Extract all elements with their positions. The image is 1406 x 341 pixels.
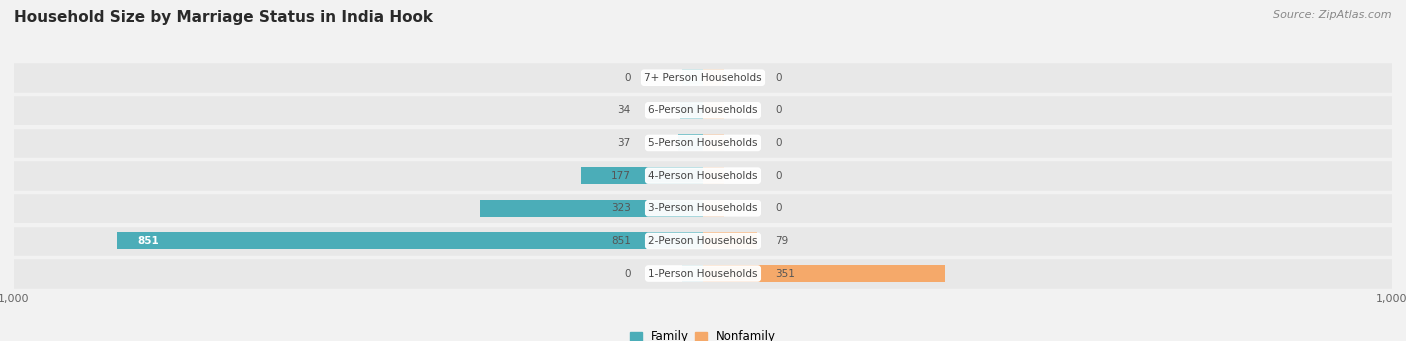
Text: 5-Person Households: 5-Person Households — [648, 138, 758, 148]
Bar — [703, 200, 724, 217]
Text: 323: 323 — [610, 203, 631, 213]
Legend: Family, Nonfamily: Family, Nonfamily — [626, 325, 780, 341]
Bar — [703, 265, 945, 282]
Text: 0: 0 — [775, 73, 782, 83]
Text: 351: 351 — [775, 268, 796, 279]
Bar — [682, 69, 703, 86]
Bar — [703, 233, 758, 249]
Text: 4-Person Households: 4-Person Households — [648, 170, 758, 181]
Text: 0: 0 — [775, 203, 782, 213]
Text: 37: 37 — [617, 138, 631, 148]
Bar — [117, 233, 703, 249]
Bar — [14, 128, 1392, 158]
Text: 79: 79 — [775, 236, 789, 246]
Text: 2-Person Households: 2-Person Households — [648, 236, 758, 246]
Bar — [682, 265, 703, 282]
Text: 7+ Person Households: 7+ Person Households — [644, 73, 762, 83]
Bar — [14, 95, 1392, 125]
Bar — [703, 102, 724, 119]
Text: 177: 177 — [610, 170, 631, 181]
Bar — [703, 167, 724, 184]
Bar — [703, 134, 724, 151]
Bar — [679, 102, 703, 119]
Bar — [14, 258, 1392, 288]
Bar — [678, 134, 703, 151]
Text: 0: 0 — [775, 138, 782, 148]
Text: 0: 0 — [624, 268, 631, 279]
Text: Household Size by Marriage Status in India Hook: Household Size by Marriage Status in Ind… — [14, 10, 433, 25]
Text: 3-Person Households: 3-Person Households — [648, 203, 758, 213]
Bar — [14, 193, 1392, 223]
Text: 0: 0 — [775, 105, 782, 115]
Bar — [14, 226, 1392, 256]
Text: 6-Person Households: 6-Person Households — [648, 105, 758, 115]
Text: 851: 851 — [138, 236, 159, 246]
Text: 851: 851 — [610, 236, 631, 246]
Bar — [481, 200, 703, 217]
Bar — [703, 69, 724, 86]
Bar — [14, 63, 1392, 93]
Bar — [581, 167, 703, 184]
Bar — [14, 161, 1392, 191]
Text: 1-Person Households: 1-Person Households — [648, 268, 758, 279]
Text: 0: 0 — [775, 170, 782, 181]
Text: 34: 34 — [617, 105, 631, 115]
Text: Source: ZipAtlas.com: Source: ZipAtlas.com — [1274, 10, 1392, 20]
Text: 0: 0 — [624, 73, 631, 83]
